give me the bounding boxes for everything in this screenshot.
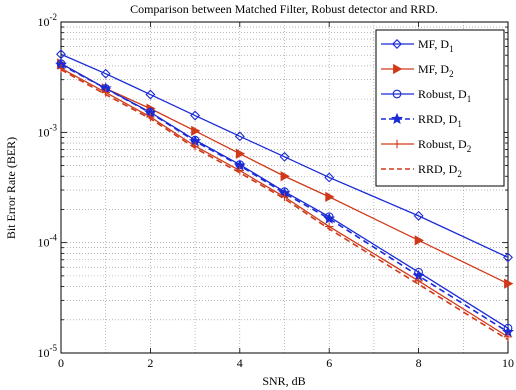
series-5 bbox=[56, 64, 513, 342]
data-point bbox=[190, 110, 201, 121]
legend-box bbox=[375, 29, 505, 187]
data-point bbox=[413, 210, 424, 221]
data-point bbox=[392, 39, 402, 49]
data-point bbox=[56, 49, 66, 60]
data-point bbox=[503, 332, 513, 342]
legend: MF, D1 MF, D2 Robust, D1 RRD, D1 Robust, D2 R… bbox=[375, 29, 505, 187]
legend-item: MF, D2 bbox=[381, 62, 454, 79]
x-tick-labels: 0 2 4 6 8 10 bbox=[58, 356, 514, 370]
x-tick-label: 4 bbox=[237, 356, 243, 370]
x-tick-label: 6 bbox=[326, 356, 332, 370]
legend-item: RRD, D1 bbox=[381, 112, 462, 129]
y-tick-label: 10-2 bbox=[38, 12, 58, 29]
data-point bbox=[323, 212, 336, 224]
data-point bbox=[414, 235, 424, 246]
data-point bbox=[325, 191, 335, 203]
series-6 bbox=[60, 68, 509, 341]
x-tick-label: 10 bbox=[502, 356, 514, 370]
legend-label: RRD, D2 bbox=[418, 162, 462, 179]
legend-item: MF, D1 bbox=[381, 37, 454, 54]
data-point bbox=[56, 64, 66, 73]
x-tick-label: 0 bbox=[58, 356, 64, 370]
data-point bbox=[392, 89, 402, 99]
y-axis-title: Bit Error Rate (BER) bbox=[4, 137, 18, 239]
data-point bbox=[191, 125, 201, 137]
y-tick-label: 10-4 bbox=[38, 233, 58, 250]
data-point bbox=[280, 171, 290, 182]
data-point bbox=[503, 252, 513, 263]
legend-item: RRD, D2 bbox=[381, 162, 462, 179]
series-1 bbox=[56, 49, 513, 263]
data-point bbox=[145, 89, 156, 100]
plot-frame bbox=[60, 21, 509, 354]
legend-label: Robust, D2 bbox=[418, 137, 471, 154]
x-tick-label: 2 bbox=[147, 356, 153, 370]
data-point bbox=[235, 148, 246, 159]
series-line bbox=[60, 68, 509, 341]
series-2 bbox=[57, 58, 514, 289]
legend-label: MF, D2 bbox=[418, 62, 454, 79]
x-axis-title: SNR, dB bbox=[262, 374, 305, 388]
y-tick-labels: 10-2 10-3 10-4 10-5 bbox=[38, 12, 58, 360]
data-point bbox=[392, 139, 402, 149]
data-point bbox=[234, 131, 245, 142]
x-tick-label: 8 bbox=[416, 356, 422, 370]
series-line bbox=[60, 53, 509, 259]
axis-ticks bbox=[60, 22, 509, 353]
data-point bbox=[393, 63, 403, 75]
data-point bbox=[279, 151, 290, 162]
legend-label: RRD, D1 bbox=[418, 112, 462, 129]
data-point bbox=[504, 278, 514, 289]
legend-item: Robust, D2 bbox=[381, 137, 471, 154]
legend-label: Robust, D1 bbox=[418, 87, 471, 104]
data-point bbox=[324, 172, 335, 183]
data-point bbox=[146, 112, 155, 122]
data-point bbox=[100, 68, 111, 79]
legend-item: Robust, D1 bbox=[381, 87, 471, 104]
data-point bbox=[414, 276, 423, 286]
data-point bbox=[391, 112, 403, 125]
y-tick-label: 10-3 bbox=[38, 122, 58, 139]
legend-label: MF, D1 bbox=[418, 37, 454, 54]
series-lines bbox=[55, 49, 514, 342]
y-tick-label: 10-5 bbox=[38, 343, 58, 360]
chart-title: Comparison between Matched Filter, Robus… bbox=[130, 2, 438, 16]
